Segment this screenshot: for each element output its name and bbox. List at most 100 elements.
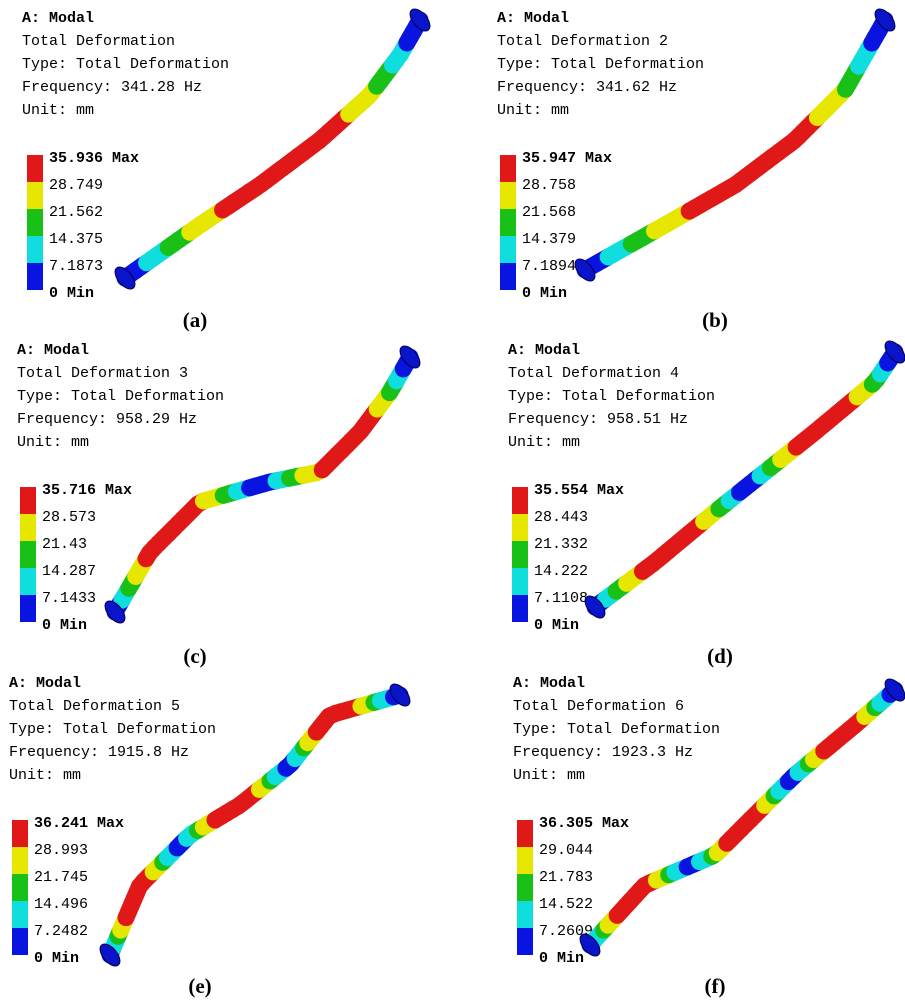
info-frequency: Frequency: 341.62 Hz [497, 79, 677, 96]
legend-swatch [517, 928, 533, 955]
info-unit: Unit: mm [17, 434, 89, 451]
legend-swatch [500, 182, 516, 209]
legend-label: 21.332 [534, 536, 588, 553]
legend-swatch [20, 595, 36, 622]
info-name: Total Deformation 5 [9, 698, 180, 715]
legend-swatch [512, 568, 528, 595]
legend-label: 28.758 [522, 177, 576, 194]
legend-swatch [12, 901, 28, 928]
info-frequency: Frequency: 1915.8 Hz [9, 744, 189, 761]
info-type: Type: Total Deformation [9, 721, 216, 738]
info-type: Type: Total Deformation [513, 721, 720, 738]
legend-label: 14.222 [534, 563, 588, 580]
info-header: A: Modal [22, 10, 94, 27]
legend-swatch [12, 820, 28, 847]
legend-swatch [517, 874, 533, 901]
legend-label: 7.1433 [42, 590, 96, 607]
legend-swatch [512, 487, 528, 514]
legend-swatch [27, 155, 43, 182]
legend-label: 28.993 [34, 842, 88, 859]
info-header: A: Modal [513, 675, 585, 692]
legend-label: 14.379 [522, 231, 576, 248]
legend-swatch [27, 236, 43, 263]
legend-label: 36.241 Max [34, 815, 124, 832]
panel: A: Modal Total Deformation Type: Total Def… [22, 6, 434, 332]
legend-label: 14.496 [34, 896, 88, 913]
legend-swatch [512, 595, 528, 622]
info-frequency: Frequency: 958.29 Hz [17, 411, 197, 428]
caption: (f) [705, 974, 726, 998]
caption: (e) [188, 974, 211, 998]
legend-label: 0 Min [539, 950, 584, 967]
legend-label: 0 Min [34, 950, 79, 967]
caption: (b) [702, 308, 728, 332]
legend-label: 0 Min [42, 617, 87, 634]
legend-label: 0 Min [49, 285, 94, 302]
legend-label: 35.936 Max [49, 150, 139, 167]
info-name: Total Deformation 4 [508, 365, 679, 382]
info-type: Type: Total Deformation [497, 56, 704, 73]
legend-label: 14.375 [49, 231, 103, 248]
legend-label: 28.749 [49, 177, 103, 194]
info-name: Total Deformation 2 [497, 33, 668, 50]
legend-swatch [517, 847, 533, 874]
legend-swatch [20, 487, 36, 514]
caption: (c) [183, 644, 206, 668]
legend-swatch [20, 514, 36, 541]
info-header: A: Modal [497, 10, 569, 27]
info-type: Type: Total Deformation [17, 388, 224, 405]
legend-swatch [27, 209, 43, 236]
legend-label: 36.305 Max [539, 815, 629, 832]
legend-swatch [20, 541, 36, 568]
legend-swatch [512, 541, 528, 568]
legend-swatch [500, 155, 516, 182]
info-unit: Unit: mm [22, 102, 94, 119]
legend-label: 21.745 [34, 869, 88, 886]
caption: (a) [183, 308, 208, 332]
legend-swatch [517, 901, 533, 928]
legend-swatch [12, 874, 28, 901]
info-unit: Unit: mm [513, 767, 585, 784]
info-frequency: Frequency: 958.51 Hz [508, 411, 688, 428]
legend-swatch [20, 568, 36, 595]
legend-label: 14.522 [539, 896, 593, 913]
legend-label: 21.568 [522, 204, 576, 221]
legend-swatch [517, 820, 533, 847]
legend-label: 35.554 Max [534, 482, 624, 499]
legend-swatch [500, 209, 516, 236]
info-name: Total Deformation 3 [17, 365, 188, 382]
info-type: Type: Total Deformation [508, 388, 715, 405]
panel: A: Modal Total Deformation 2 Type: Total D… [497, 6, 899, 332]
legend-label: 21.43 [42, 536, 87, 553]
legend-label: 7.1108 [534, 590, 588, 607]
legend-swatch [512, 514, 528, 541]
legend-label: 7.1894 [522, 258, 576, 275]
legend-swatch [12, 928, 28, 955]
legend-swatch [12, 847, 28, 874]
legend-label: 21.562 [49, 204, 103, 221]
info-unit: Unit: mm [508, 434, 580, 451]
info-unit: Unit: mm [9, 767, 81, 784]
info-name: Total Deformation [22, 33, 175, 50]
info-frequency: Frequency: 1923.3 Hz [513, 744, 693, 761]
info-type: Type: Total Deformation [22, 56, 229, 73]
legend-swatch [27, 182, 43, 209]
legend-label: 28.573 [42, 509, 96, 526]
legend-swatch [27, 263, 43, 290]
legend-label: 28.443 [534, 509, 588, 526]
info-header: A: Modal [9, 675, 81, 692]
legend-label: 29.044 [539, 842, 593, 859]
legend-swatch [500, 236, 516, 263]
legend-label: 21.783 [539, 869, 593, 886]
info-frequency: Frequency: 341.28 Hz [22, 79, 202, 96]
info-name: Total Deformation 6 [513, 698, 684, 715]
info-header: A: Modal [508, 342, 580, 359]
panel: A: Modal Total Deformation 6 Type: Total D… [513, 675, 905, 998]
legend-label: 0 Min [522, 285, 567, 302]
legend-label: 35.947 Max [522, 150, 612, 167]
info-unit: Unit: mm [497, 102, 569, 119]
legend-label: 35.716 Max [42, 482, 132, 499]
caption: (d) [707, 644, 733, 668]
legend-label: 7.1873 [49, 258, 103, 275]
